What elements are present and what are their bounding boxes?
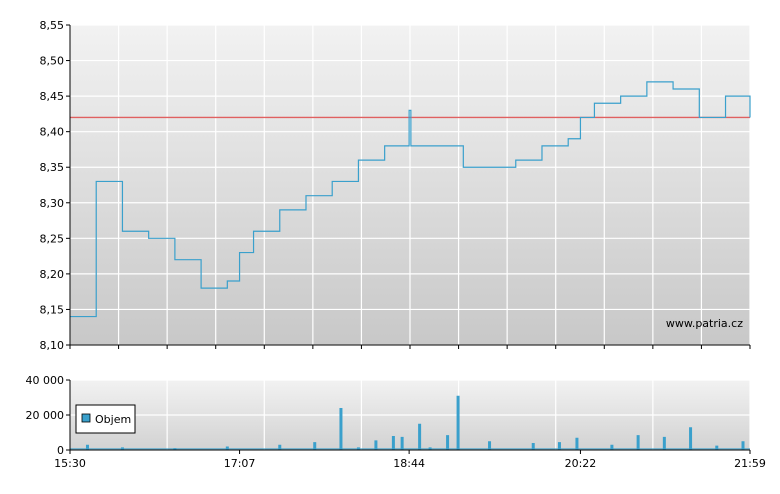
volume-baseline [70, 448, 750, 450]
legend-label: Objem [95, 413, 131, 426]
volume-bar [689, 427, 693, 450]
volume-y-tick-label: 40 000 [26, 374, 65, 387]
price-y-axis: 8,10 8,15 8,20 8,25 8,30 8,35 8,40 8,45 8,50 8,55 [40, 19, 70, 352]
x-tick-label: 21:59 [734, 457, 766, 470]
volume-bar [391, 436, 395, 450]
price-y-tick-label: 8,25 [40, 232, 65, 245]
volume-bar [85, 444, 89, 450]
x-tick-label: 15:30 [54, 457, 86, 470]
volume-bar [225, 446, 229, 450]
volume-bar [557, 442, 561, 450]
volume-bar [446, 435, 450, 450]
price-y-tick-label: 8,15 [40, 303, 65, 316]
price-y-tick-label: 8,30 [40, 197, 65, 210]
volume-bar [662, 436, 666, 450]
volume-bar [715, 445, 719, 450]
volume-x-axis: 15:30 17:07 18:44 20:22 21:59 [54, 450, 766, 470]
price-series-line [70, 81, 751, 318]
volume-bar [400, 436, 404, 450]
volume-bar [456, 395, 460, 450]
price-y-tick-label: 8,35 [40, 161, 65, 174]
volume-bar [428, 447, 432, 450]
volume-bar [741, 441, 745, 450]
price-y-tick-label: 8,50 [40, 55, 65, 68]
volume-y-tick-label: 0 [57, 444, 64, 457]
legend-swatch [81, 413, 91, 423]
volume-bar [610, 444, 614, 450]
volume-bar [278, 444, 282, 450]
volume-bar [636, 435, 640, 450]
volume-bar [488, 441, 492, 450]
legend: Objem [75, 404, 136, 434]
volume-bar [120, 447, 124, 450]
volume-bar [173, 448, 177, 450]
price-y-tick-label: 8,20 [40, 268, 65, 281]
volume-y-tick-label: 20 000 [26, 409, 65, 422]
price-y-tick-label: 8,10 [40, 339, 65, 352]
volume-bar [313, 442, 317, 450]
volume-bar [418, 423, 422, 450]
volume-bar [339, 408, 343, 450]
volume-bars [85, 395, 745, 450]
volume-baseline-strip [70, 448, 750, 450]
price-y-tick-label: 8,40 [40, 126, 65, 139]
x-tick-label: 17:07 [224, 457, 256, 470]
volume-bar [356, 447, 360, 450]
volume-y-axis: 0 20 000 40 000 [26, 374, 70, 457]
x-tick-label: 20:22 [565, 457, 597, 470]
volume-bar [575, 437, 579, 450]
volume-bar [531, 443, 535, 450]
x-tick-label: 18:44 [393, 457, 425, 470]
volume-bar [374, 440, 378, 450]
price-y-tick-label: 8,45 [40, 90, 65, 103]
price-x-tick-marks [69, 345, 751, 349]
watermark: www.patria.cz [666, 317, 743, 330]
price-y-tick-label: 8,55 [40, 19, 65, 32]
